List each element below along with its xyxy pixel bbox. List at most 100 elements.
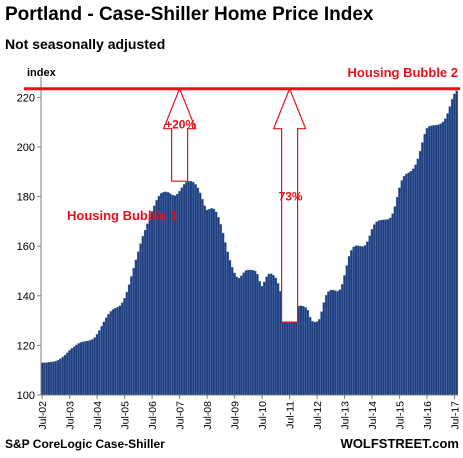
x-tick-label: Jul-17	[450, 401, 462, 430]
y-tick-label: 200	[17, 142, 35, 154]
bar	[370, 229, 374, 396]
bar	[407, 172, 410, 396]
bar	[237, 278, 241, 396]
bar	[320, 311, 323, 396]
bar	[79, 342, 83, 396]
bar	[444, 118, 447, 396]
bar	[256, 274, 259, 396]
bar	[153, 205, 156, 396]
bar	[258, 281, 261, 396]
bar	[43, 362, 46, 396]
bar	[116, 307, 119, 396]
y-tick-label: 120	[17, 340, 35, 352]
bar	[130, 276, 133, 396]
bar	[269, 273, 273, 396]
y-axis-label: index	[27, 67, 57, 79]
bar	[194, 184, 197, 396]
bar	[198, 192, 202, 396]
bar	[260, 285, 264, 396]
bar	[446, 113, 449, 396]
bar	[235, 276, 239, 396]
bar	[450, 98, 454, 396]
arrow-plus20-label: +20%	[165, 118, 196, 132]
bar	[288, 312, 291, 396]
bar	[219, 224, 222, 396]
bar	[347, 256, 351, 396]
bar	[455, 90, 458, 396]
bar	[109, 311, 113, 396]
bar	[382, 219, 385, 396]
bar	[249, 269, 252, 396]
bar	[313, 321, 316, 396]
bar	[441, 121, 445, 396]
source-note: S&P CoreLogic Case-Shiller	[5, 437, 165, 451]
bar	[421, 142, 424, 396]
bar	[233, 272, 236, 396]
bar	[123, 298, 126, 396]
bar	[230, 267, 234, 396]
bar	[139, 243, 142, 396]
bar	[338, 289, 342, 396]
bar	[221, 232, 225, 396]
bar	[242, 272, 245, 396]
bar	[366, 241, 369, 396]
bar	[155, 200, 158, 396]
bar	[118, 305, 122, 396]
x-tick-label: Jul-11	[285, 401, 297, 429]
bar	[84, 341, 87, 396]
bar	[389, 217, 392, 396]
bar	[384, 219, 387, 396]
bar	[189, 181, 193, 396]
y-tick-label: 140	[17, 291, 35, 303]
bar	[393, 206, 397, 396]
bar	[439, 123, 442, 396]
bar	[228, 260, 232, 396]
bar	[416, 158, 420, 396]
bar	[54, 361, 58, 396]
bar	[430, 125, 433, 396]
arrow-73	[272, 87, 307, 323]
bar	[448, 106, 452, 396]
annotations-group: Housing Bubble 1 Housing Bubble 2 +20% 73%	[24, 65, 460, 323]
bar	[398, 187, 401, 396]
chart-title: Portland - Case-Shiller Home Price Index	[5, 4, 374, 25]
bar	[265, 276, 268, 396]
bar	[102, 321, 106, 396]
y-tick-label: 100	[17, 390, 35, 402]
bar	[247, 269, 250, 396]
x-tick-label: Jul-09	[230, 401, 242, 430]
bar	[178, 190, 181, 396]
bar	[127, 284, 131, 396]
bar	[185, 182, 188, 396]
bar	[308, 316, 312, 396]
x-tick-label: Jul-07	[175, 401, 187, 430]
x-tick-label: Jul-03	[65, 401, 77, 430]
bar	[340, 284, 344, 396]
x-tick-label: Jul-08	[202, 401, 214, 430]
bar	[114, 308, 117, 396]
bar	[125, 291, 129, 396]
bar	[327, 291, 330, 396]
bar	[253, 270, 257, 396]
bar	[192, 182, 195, 396]
bar	[134, 259, 138, 396]
bar	[214, 211, 218, 396]
bar	[299, 305, 303, 396]
bar	[423, 133, 426, 396]
bar	[210, 208, 213, 396]
bar	[205, 209, 209, 396]
bar	[350, 250, 353, 396]
bar	[315, 321, 319, 396]
x-tick-label: Jul-12	[312, 401, 324, 430]
bar	[77, 343, 80, 396]
bar	[412, 168, 415, 396]
bar	[141, 236, 145, 396]
bar	[285, 310, 289, 396]
bar	[66, 352, 69, 396]
bar	[68, 350, 71, 396]
x-tick-label: Jul-02	[37, 401, 49, 430]
bar	[176, 193, 179, 396]
x-tick-label: Jul-10	[257, 401, 269, 430]
bar	[169, 193, 172, 396]
bar	[304, 307, 307, 396]
